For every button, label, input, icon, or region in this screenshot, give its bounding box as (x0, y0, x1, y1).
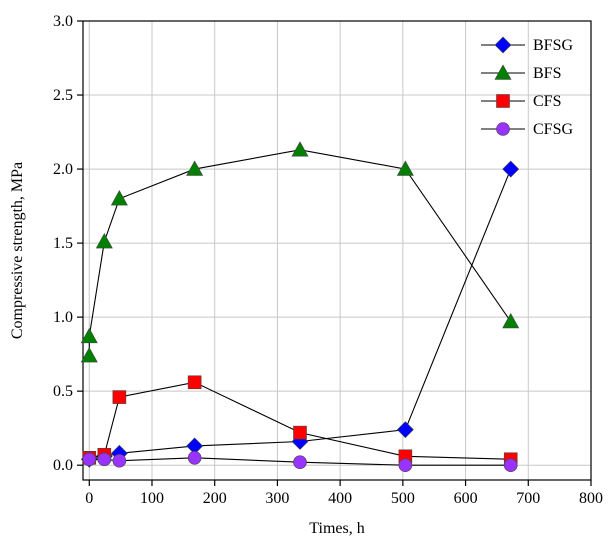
y-tick-label: 0.0 (53, 457, 73, 474)
x-tick-label: 100 (140, 490, 164, 507)
series-line-bfs (88, 149, 512, 356)
y-tick-label: 2.5 (53, 87, 73, 104)
legend-label: CFS (533, 93, 561, 110)
x-tick-label: 800 (579, 490, 603, 507)
plot-frame (82, 20, 592, 481)
legend-label: CFSG (533, 121, 573, 138)
y-tick-label: 1.5 (53, 235, 73, 252)
data-point-bfsg (502, 160, 520, 178)
series-bfsg (80, 160, 520, 468)
y-tick-label: 1.0 (53, 309, 73, 326)
grid (83, 20, 592, 480)
x-axis-label: Times, h (309, 520, 364, 537)
axis-ticks: 0 100 200 300 400 500 600 700 800 0.0 0.5 1.0 1.5 2.0… (53, 13, 603, 507)
data-point-cfsg (187, 450, 202, 465)
legend: BFSG BFS CFS CFSG (481, 36, 573, 138)
data-point-bfs (110, 190, 128, 206)
data-point-cfs (187, 375, 202, 390)
x-tick-label: 600 (454, 490, 478, 507)
data-point-cfsg (293, 455, 307, 470)
data-point-bfs (502, 312, 520, 329)
series-line-bfsg (89, 168, 512, 460)
series-cfsg (82, 450, 518, 472)
data-point-bfs (95, 232, 113, 249)
data-point-bfsg (396, 421, 414, 439)
legend-item-cfsg: CFSG (481, 121, 573, 138)
legend-item-bfsg: BFSG (481, 36, 573, 54)
x-tick-label: 0 (85, 490, 93, 507)
series-cfs (82, 375, 518, 467)
data-point-bfs (80, 347, 98, 363)
data-point-cfsg (97, 452, 112, 467)
x-tick-label: 200 (203, 490, 227, 507)
x-tick-label: 700 (516, 490, 540, 507)
legend-marker (494, 64, 512, 80)
data-point-bfs (291, 141, 309, 157)
y-tick-label: 3.0 (53, 13, 73, 30)
series-layer (80, 141, 520, 472)
legend-item-bfs: BFS (481, 64, 561, 82)
x-tick-label: 400 (328, 490, 352, 507)
y-tick-label: 0.5 (53, 383, 73, 400)
y-axis-label: Compressive strength, MPa (9, 162, 26, 339)
x-tick-label: 300 (265, 490, 289, 507)
data-point-bfs (396, 160, 414, 176)
data-point-bfs (80, 327, 98, 344)
data-point-cfsg (112, 453, 127, 468)
y-tick-label: 2.0 (53, 161, 73, 178)
data-point-bfs (186, 160, 204, 176)
data-point-cfs (293, 425, 307, 440)
legend-marker (496, 122, 510, 136)
legend-marker (496, 94, 510, 108)
legend-label: BFSG (533, 37, 573, 54)
legend-label: BFS (533, 65, 561, 82)
legend-item-cfs: CFS (481, 93, 561, 110)
data-point-cfsg (82, 452, 97, 467)
x-tick-label: 500 (391, 490, 415, 507)
legend-marker (494, 36, 512, 54)
data-point-cfs (112, 390, 127, 404)
series-bfs (80, 141, 520, 363)
data-point-cfsg (503, 458, 518, 472)
data-point-cfsg (398, 458, 413, 472)
